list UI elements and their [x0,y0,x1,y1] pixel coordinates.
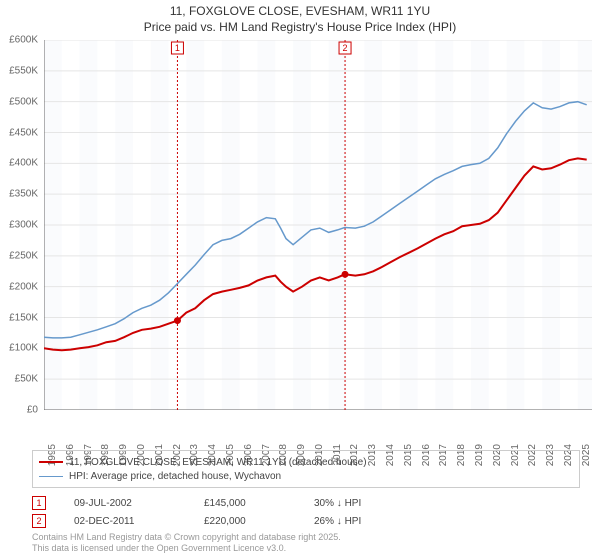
marker-badge: 2 [32,514,46,528]
y-tick-label: £350K [9,189,38,200]
marker-diff: 30% ↓ HPI [314,498,434,509]
footer-line1: Contains HM Land Registry data © Crown c… [32,532,341,543]
x-axis-labels: 1995199619971998199920002001200220032004… [44,412,592,452]
y-tick-label: £100K [9,343,38,354]
y-tick-label: £600K [9,35,38,46]
svg-text:2: 2 [343,43,348,53]
marker-badge: 1 [32,496,46,510]
y-tick-label: £150K [9,312,38,323]
y-tick-label: £200K [9,281,38,292]
marker-date: 02-DEC-2011 [74,516,204,527]
marker-diff: 26% ↓ HPI [314,516,434,527]
legend-label: 11, FOXGLOVE CLOSE, EVESHAM, WR11 1YU (d… [69,457,367,468]
chart-svg: 12 [44,40,592,410]
footer-attribution: Contains HM Land Registry data © Crown c… [32,532,341,554]
legend-swatch [39,461,63,463]
x-tick-label: 2025 [581,444,592,466]
sale-marker-table: 1 09-JUL-2002£145,00030% ↓ HPI 2 02-DEC-201… [32,494,580,530]
title-line1: 11, FOXGLOVE CLOSE, EVESHAM, WR11 1YU [0,4,600,20]
y-tick-label: £450K [9,127,38,138]
legend-item: HPI: Average price, detached house, Wych… [39,469,573,483]
y-tick-label: £500K [9,96,38,107]
footer-line2: This data is licensed under the Open Gov… [32,543,341,554]
marker-price: £145,000 [204,498,314,509]
y-tick-label: £400K [9,158,38,169]
chart-title: 11, FOXGLOVE CLOSE, EVESHAM, WR11 1YU Pr… [0,0,600,35]
marker-row: 1 09-JUL-2002£145,00030% ↓ HPI [32,494,580,512]
y-tick-label: £0 [27,405,38,416]
title-line2: Price paid vs. HM Land Registry's House … [0,20,600,36]
marker-date: 09-JUL-2002 [74,498,204,509]
svg-text:1: 1 [175,43,180,53]
y-tick-label: £250K [9,250,38,261]
marker-price: £220,000 [204,516,314,527]
y-tick-label: £300K [9,220,38,231]
legend-swatch [39,476,63,477]
legend-label: HPI: Average price, detached house, Wych… [69,471,281,482]
y-tick-label: £550K [9,65,38,76]
marker-row: 2 02-DEC-2011£220,00026% ↓ HPI [32,512,580,530]
y-axis-labels: £0£50K£100K£150K£200K£250K£300K£350K£400… [0,40,42,410]
chart-plot-area: 12 [44,40,592,410]
y-tick-label: £50K [15,374,38,385]
legend: 11, FOXGLOVE CLOSE, EVESHAM, WR11 1YU (d… [32,450,580,488]
legend-item: 11, FOXGLOVE CLOSE, EVESHAM, WR11 1YU (d… [39,455,573,469]
